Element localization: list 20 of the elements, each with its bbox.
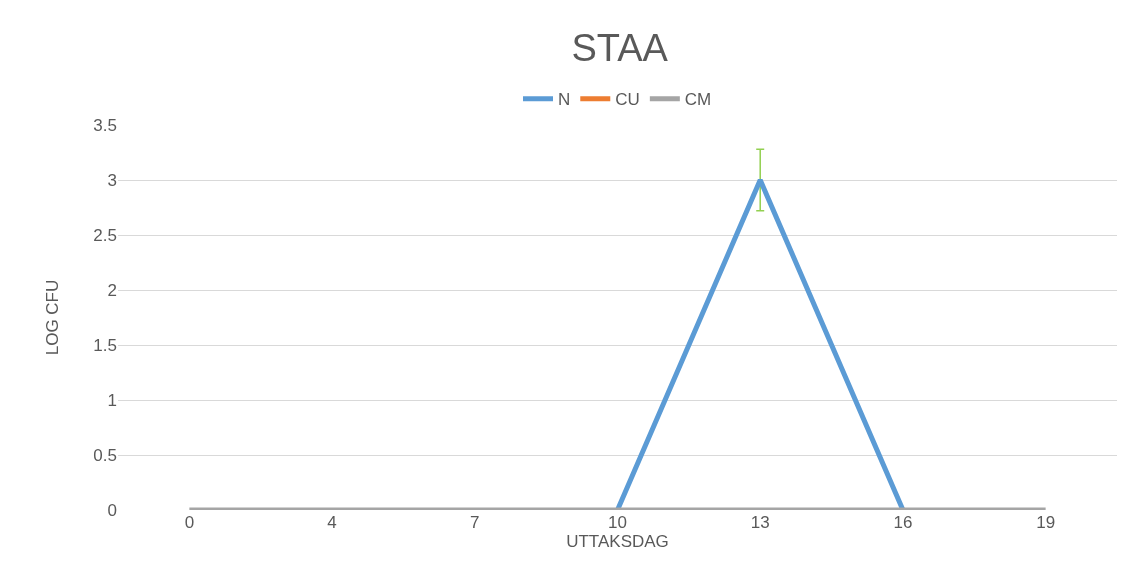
- x-tick-label: 7: [470, 513, 480, 532]
- y-tick-label: 3: [107, 170, 117, 190]
- y-axis-title: LOG CFU: [42, 279, 62, 356]
- legend-label: N: [558, 90, 571, 110]
- chart-title: STAA: [571, 26, 669, 69]
- y-tick-label: 3.5: [93, 115, 117, 135]
- legend-label: CU: [615, 90, 640, 110]
- y-tick-label: 0.5: [93, 445, 117, 465]
- y-tick-label: 2.5: [93, 225, 117, 245]
- x-tick-label: 19: [1036, 513, 1056, 532]
- x-tick-label: 10: [608, 513, 627, 532]
- x-tick-label: 13: [750, 513, 770, 532]
- x-tick-label: 4: [327, 513, 337, 532]
- x-tick-label: 0: [184, 513, 195, 532]
- x-axis-title: UTTAKSDAG: [566, 532, 669, 552]
- y-tick-label: 1: [107, 390, 117, 410]
- legend-label: CM: [684, 90, 712, 110]
- x-tick-label: 16: [893, 513, 913, 532]
- y-tick-label: 2: [107, 280, 117, 300]
- y-tick-label: 1.5: [93, 335, 117, 355]
